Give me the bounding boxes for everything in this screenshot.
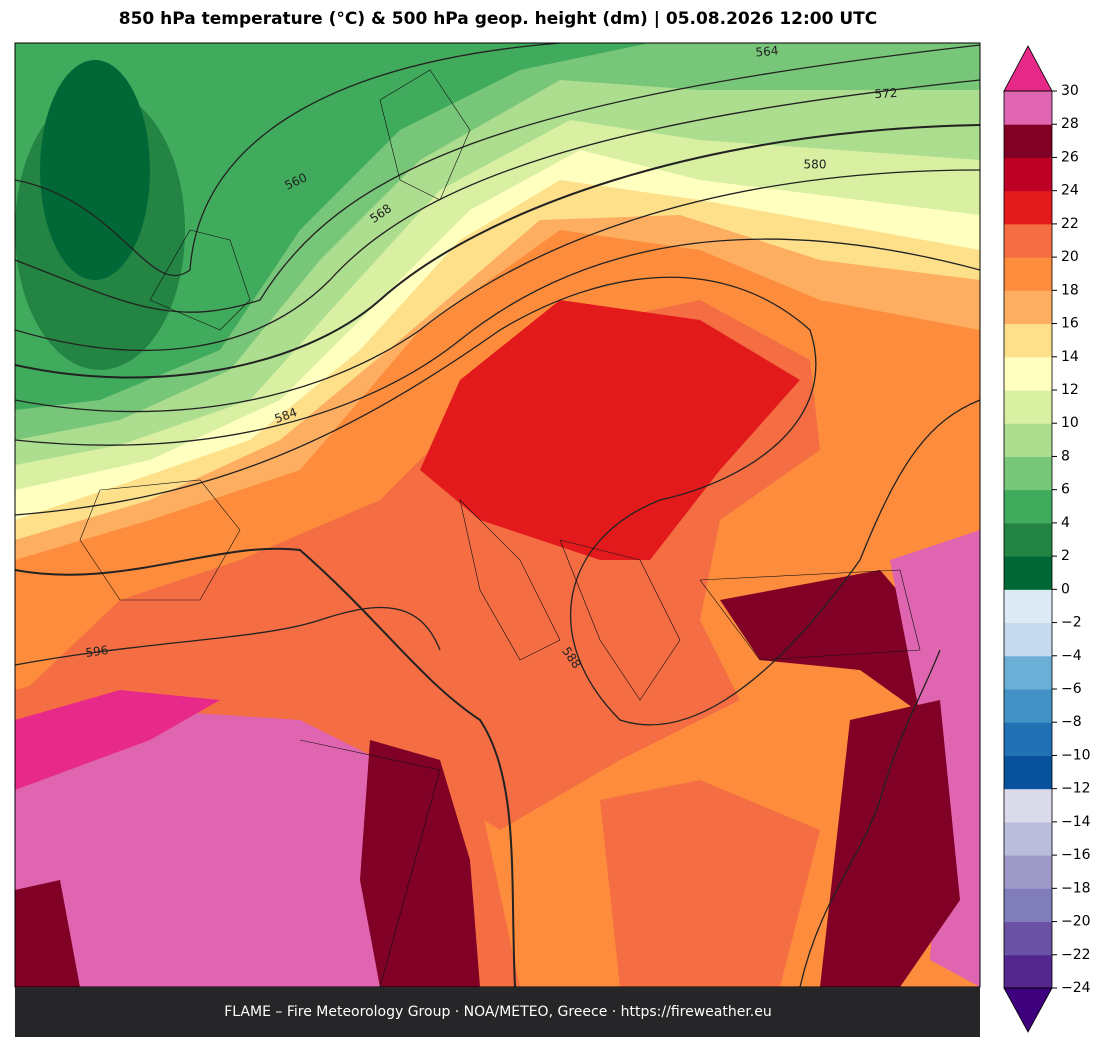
colorbar-band bbox=[1004, 589, 1052, 624]
colorbar: −24−22−20−18−16−14−12−10−8−6−4−202468101… bbox=[1003, 45, 1091, 1033]
colorbar-tick-label: 16 bbox=[1061, 316, 1079, 332]
temp-area bbox=[40, 60, 150, 280]
colorbar-tick-label: 2 bbox=[1061, 548, 1070, 564]
coastlines bbox=[79, 69, 921, 987]
colorbar-tick-label: −24 bbox=[1061, 980, 1091, 996]
colorbar-band bbox=[1004, 190, 1052, 225]
temp-area bbox=[15, 880, 80, 987]
colorbar-band bbox=[1004, 788, 1052, 823]
map-title: 850 hPa temperature (°C) & 500 hPa geop.… bbox=[119, 9, 878, 29]
colorbar-band bbox=[1004, 223, 1052, 258]
colorbar-tick-label: 6 bbox=[1061, 482, 1070, 498]
contour-label-group: 572 bbox=[874, 86, 898, 101]
contour-label-group: 564 bbox=[755, 44, 779, 60]
colorbar-band bbox=[1004, 689, 1052, 723]
colorbar-frame bbox=[1003, 90, 1053, 989]
footer-bar bbox=[15, 987, 980, 1037]
colorbar-band bbox=[1004, 722, 1052, 756]
temp-area bbox=[720, 570, 940, 720]
contour-label: 572 bbox=[874, 86, 898, 101]
temp-area bbox=[420, 300, 800, 560]
colorbar-band bbox=[1004, 456, 1052, 491]
colorbar-tick-label: 28 bbox=[1061, 116, 1079, 132]
map bbox=[15, 43, 980, 987]
colorbar-tick-label: −2 bbox=[1061, 615, 1082, 631]
colorbar-tick-label: −4 bbox=[1061, 648, 1082, 664]
colorbar-band bbox=[1004, 356, 1052, 391]
colorbar-tick-label: −6 bbox=[1061, 681, 1082, 697]
colorbar-tick-label: 12 bbox=[1061, 382, 1079, 398]
colorbar-band bbox=[1004, 157, 1052, 192]
colorbar-tick-label: 0 bbox=[1061, 581, 1070, 597]
colorbar-tick-label: −16 bbox=[1061, 847, 1091, 863]
colorbar-band bbox=[1004, 323, 1052, 358]
colorbar-tick-label: 30 bbox=[1061, 83, 1079, 99]
contour-label-group: 596 bbox=[85, 643, 110, 660]
colorbar-band bbox=[1004, 522, 1052, 557]
contour-label-group: 580 bbox=[804, 158, 827, 172]
contour-label: 596 bbox=[85, 643, 110, 660]
colorbar-band bbox=[1004, 124, 1052, 158]
contour-label: 580 bbox=[804, 158, 827, 172]
colorbar-band bbox=[1004, 655, 1052, 690]
colorbar-tick-label: 10 bbox=[1061, 415, 1079, 431]
temp-area bbox=[15, 710, 400, 987]
contour-label-group: 584 bbox=[273, 405, 299, 426]
contour-label: 564 bbox=[755, 44, 779, 60]
colorbar-tick-label: 24 bbox=[1061, 183, 1079, 199]
colorbar-tick-label: −12 bbox=[1061, 781, 1091, 797]
colorbar-tick-label: 18 bbox=[1061, 282, 1079, 298]
colorbar-tick-label: −22 bbox=[1061, 947, 1091, 963]
colorbar-band bbox=[1004, 290, 1052, 325]
colorbar-tick-label: −18 bbox=[1061, 880, 1091, 896]
colorbar-tick-label: 22 bbox=[1061, 216, 1079, 232]
height-contours bbox=[15, 43, 980, 987]
colorbar-band bbox=[1004, 556, 1052, 590]
colorbar-band bbox=[1004, 755, 1052, 790]
footer-text: FLAME – Fire Meteorology Group · NOA/MET… bbox=[224, 1004, 772, 1020]
colorbar-band bbox=[1004, 91, 1052, 125]
colorbar-band bbox=[1004, 423, 1052, 457]
colorbar-over bbox=[1003, 45, 1053, 92]
colorbar-tick-label: 4 bbox=[1061, 515, 1070, 531]
colorbar-tick-label: 14 bbox=[1061, 349, 1079, 365]
colorbar-tick-label: −20 bbox=[1061, 914, 1091, 930]
colorbar-band bbox=[1004, 390, 1052, 424]
colorbar-band bbox=[1004, 855, 1052, 889]
colorbar-band bbox=[1004, 257, 1052, 291]
temp-area bbox=[15, 43, 650, 410]
colorbar-tick-label: −14 bbox=[1061, 814, 1091, 830]
colorbar-tick-label: 26 bbox=[1061, 149, 1079, 165]
temp-area bbox=[820, 700, 960, 987]
colorbar-tick-label: −8 bbox=[1061, 714, 1082, 730]
colorbar-band bbox=[1004, 888, 1052, 923]
temp-area bbox=[600, 780, 820, 987]
temp-area bbox=[15, 690, 220, 790]
colorbar-band bbox=[1004, 622, 1052, 657]
colorbar-tick-label: 8 bbox=[1061, 448, 1070, 464]
colorbar-under bbox=[1003, 987, 1053, 1033]
temp-area bbox=[360, 740, 480, 987]
colorbar-tick-label: −10 bbox=[1061, 747, 1091, 763]
colorbar-tick-label: 20 bbox=[1061, 249, 1079, 265]
colorbar-band bbox=[1004, 821, 1052, 856]
colorbar-band bbox=[1004, 954, 1052, 989]
colorbar-band bbox=[1004, 921, 1052, 956]
colorbar-band bbox=[1004, 489, 1052, 524]
